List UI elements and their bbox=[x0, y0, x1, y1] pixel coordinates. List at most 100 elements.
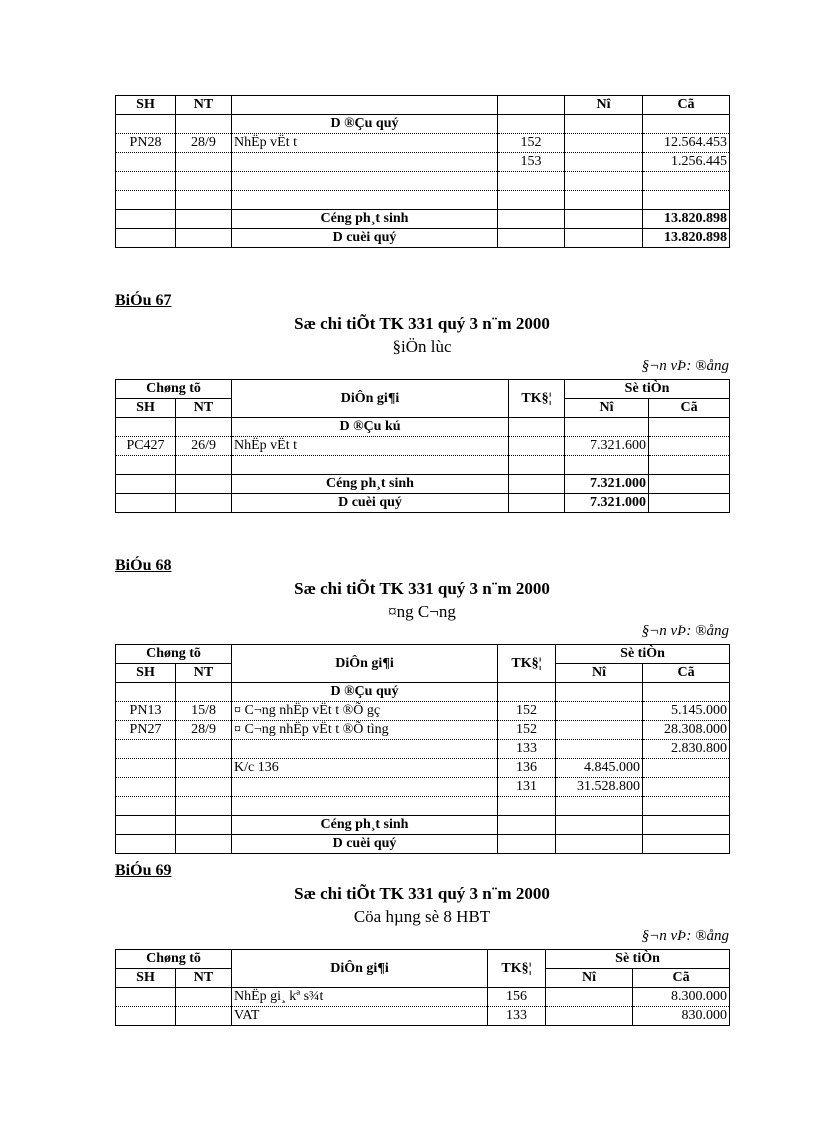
cell-tk-doi-ung bbox=[497, 815, 557, 835]
cell-dien-giai: K/c 136 bbox=[231, 758, 499, 778]
cell-nt bbox=[175, 190, 232, 210]
header-no: Nî bbox=[564, 95, 643, 115]
cell-no bbox=[555, 720, 644, 740]
cell-dien-giai: Céng ph¸t sinh bbox=[231, 815, 499, 835]
header-nt: NT bbox=[174, 968, 233, 988]
cell-nt bbox=[174, 739, 233, 759]
header-tk-doi-ung: TK§¦ bbox=[487, 949, 547, 988]
cell-co: 13.820.898 bbox=[642, 228, 730, 248]
table-header-row: Chøng tõ DiÔn gi¶i TK§¦ Sè tiÒn bbox=[114, 949, 731, 988]
cell-dien-giai: NhËp gi¸ kª s¾t bbox=[231, 987, 489, 1007]
header-so-tien: Sè tiÒn bbox=[545, 949, 731, 969]
cell-dien-giai: ¤ C¬ng nhËp vËt t ®Õ gç bbox=[231, 701, 499, 721]
header-tk-doi-ung bbox=[497, 95, 565, 115]
table-row: PC427 26/9 NhËp vËt t 7.321.600 bbox=[115, 436, 731, 456]
cell-nt bbox=[175, 209, 232, 229]
header-chung-tu: Chøng tõ bbox=[114, 379, 233, 399]
cell-co: 13.820.898 bbox=[642, 209, 730, 229]
cell-sh bbox=[115, 815, 176, 835]
cell-co: 12.564.453 bbox=[642, 133, 730, 153]
cell-nt bbox=[174, 474, 233, 494]
cell-no bbox=[555, 815, 644, 835]
cell-tk-doi-ung bbox=[508, 436, 566, 456]
cell-co: 1.256.445 bbox=[642, 152, 730, 172]
cell-co bbox=[648, 436, 731, 456]
cell-tk-doi-ung: 133 bbox=[497, 739, 557, 759]
unit-label: §¬n vÞ: ®ång bbox=[641, 358, 729, 374]
ledger-table: Chøng tõ DiÔn gi¶i TK§¦ Sè tiÒn SH NT Nî Cã D ®Ç… bbox=[114, 644, 731, 854]
cell-nt bbox=[174, 796, 233, 816]
header-nt: NT bbox=[174, 663, 233, 683]
cell-tk-doi-ung bbox=[497, 171, 565, 191]
cell-nt: 28/9 bbox=[175, 133, 232, 153]
cell-no: 7.321.000 bbox=[564, 474, 650, 494]
cell-sh bbox=[115, 474, 176, 494]
cell-sh bbox=[115, 758, 176, 778]
cell-nt: 26/9 bbox=[174, 436, 233, 456]
cell-co: 5.145.000 bbox=[642, 701, 731, 721]
table-row: D cuèi quý 13.820.898 bbox=[115, 228, 730, 248]
table-header-row: Chøng tõ DiÔn gi¶i TK§¦ Sè tiÒn bbox=[114, 644, 731, 683]
cell-tk-doi-ung bbox=[497, 228, 565, 248]
cell-sh bbox=[115, 987, 176, 1007]
cell-nt bbox=[175, 114, 232, 134]
cell-co bbox=[642, 815, 731, 835]
cell-sh bbox=[115, 777, 176, 797]
cell-dien-giai: Céng ph¸t sinh bbox=[231, 209, 498, 229]
table-row bbox=[115, 796, 731, 816]
cell-co bbox=[642, 777, 731, 797]
cell-tk-doi-ung bbox=[497, 834, 557, 854]
ledger-table: Chøng tõ DiÔn gi¶i TK§¦ Sè tiÒn SH NT Nî Cã NhËp… bbox=[114, 949, 731, 1026]
cell-dien-giai: D ®Çu quý bbox=[231, 682, 499, 702]
table-row: D ®Çu quý bbox=[115, 114, 730, 134]
header-sh: SH bbox=[115, 663, 176, 683]
header-no: Nî bbox=[564, 398, 650, 418]
cell-tk-doi-ung: 152 bbox=[497, 701, 557, 721]
cell-no bbox=[555, 701, 644, 721]
cell-co bbox=[642, 796, 731, 816]
section-subtitle: ¤ng C¬ng bbox=[388, 602, 456, 621]
header-dien-giai bbox=[231, 95, 498, 115]
cell-tk-doi-ung: 153 bbox=[497, 152, 565, 172]
cell-dien-giai bbox=[231, 796, 499, 816]
header-so-tien: Sè tiÒn bbox=[555, 644, 731, 664]
cell-co bbox=[648, 417, 731, 437]
cell-dien-giai bbox=[231, 171, 498, 191]
cell-tk-doi-ung: 156 bbox=[487, 987, 547, 1007]
table-row: PN27 28/9 ¤ C¬ng nhËp vËt t ®Õ t­ìng 152 28.… bbox=[115, 720, 731, 740]
unit-label: §¬n vÞ: ®ång bbox=[641, 928, 729, 944]
section-title: Sæ chi tiÕt TK 331 quý 3 n¨m 2000 bbox=[294, 314, 550, 333]
cell-sh: PN27 bbox=[115, 720, 176, 740]
cell-co bbox=[642, 171, 730, 191]
cell-sh bbox=[115, 834, 176, 854]
cell-no: 31.528.800 bbox=[555, 777, 644, 797]
cell-co: 28.308.000 bbox=[642, 720, 731, 740]
cell-dien-giai: D cuèi quý bbox=[231, 834, 499, 854]
unit-label: §¬n vÞ: ®ång bbox=[641, 623, 729, 639]
header-dien-giai: DiÔn gi¶i bbox=[231, 644, 499, 683]
cell-sh bbox=[115, 739, 176, 759]
table-header-row: SH NT Nî Cã bbox=[115, 95, 730, 115]
ledger-table: Chøng tõ DiÔn gi¶i TK§¦ Sè tiÒn SH NT Nî Cã D ®Ç… bbox=[114, 379, 731, 513]
cell-dien-giai: VAT bbox=[231, 1006, 489, 1026]
table-row bbox=[115, 455, 731, 475]
cell-co bbox=[642, 682, 731, 702]
cell-tk-doi-ung bbox=[497, 682, 557, 702]
cell-no: 4.845.000 bbox=[555, 758, 644, 778]
cell-no bbox=[564, 417, 650, 437]
table-header-row: Chøng tõ DiÔn gi¶i TK§¦ Sè tiÒn bbox=[114, 379, 731, 418]
header-co: Cã bbox=[648, 398, 731, 418]
cell-dien-giai bbox=[231, 190, 498, 210]
cell-no bbox=[564, 455, 650, 475]
table-row: D cuèi quý bbox=[115, 834, 731, 854]
table-row: VAT 133 830.000 bbox=[115, 1006, 731, 1026]
cell-co bbox=[648, 493, 731, 513]
cell-nt bbox=[174, 417, 233, 437]
cell-co: 830.000 bbox=[632, 1006, 731, 1026]
cell-nt bbox=[174, 1006, 233, 1026]
cell-sh bbox=[115, 209, 176, 229]
cell-no bbox=[555, 739, 644, 759]
section-subtitle: §iÖn lùc bbox=[392, 337, 452, 356]
cell-sh bbox=[115, 228, 176, 248]
